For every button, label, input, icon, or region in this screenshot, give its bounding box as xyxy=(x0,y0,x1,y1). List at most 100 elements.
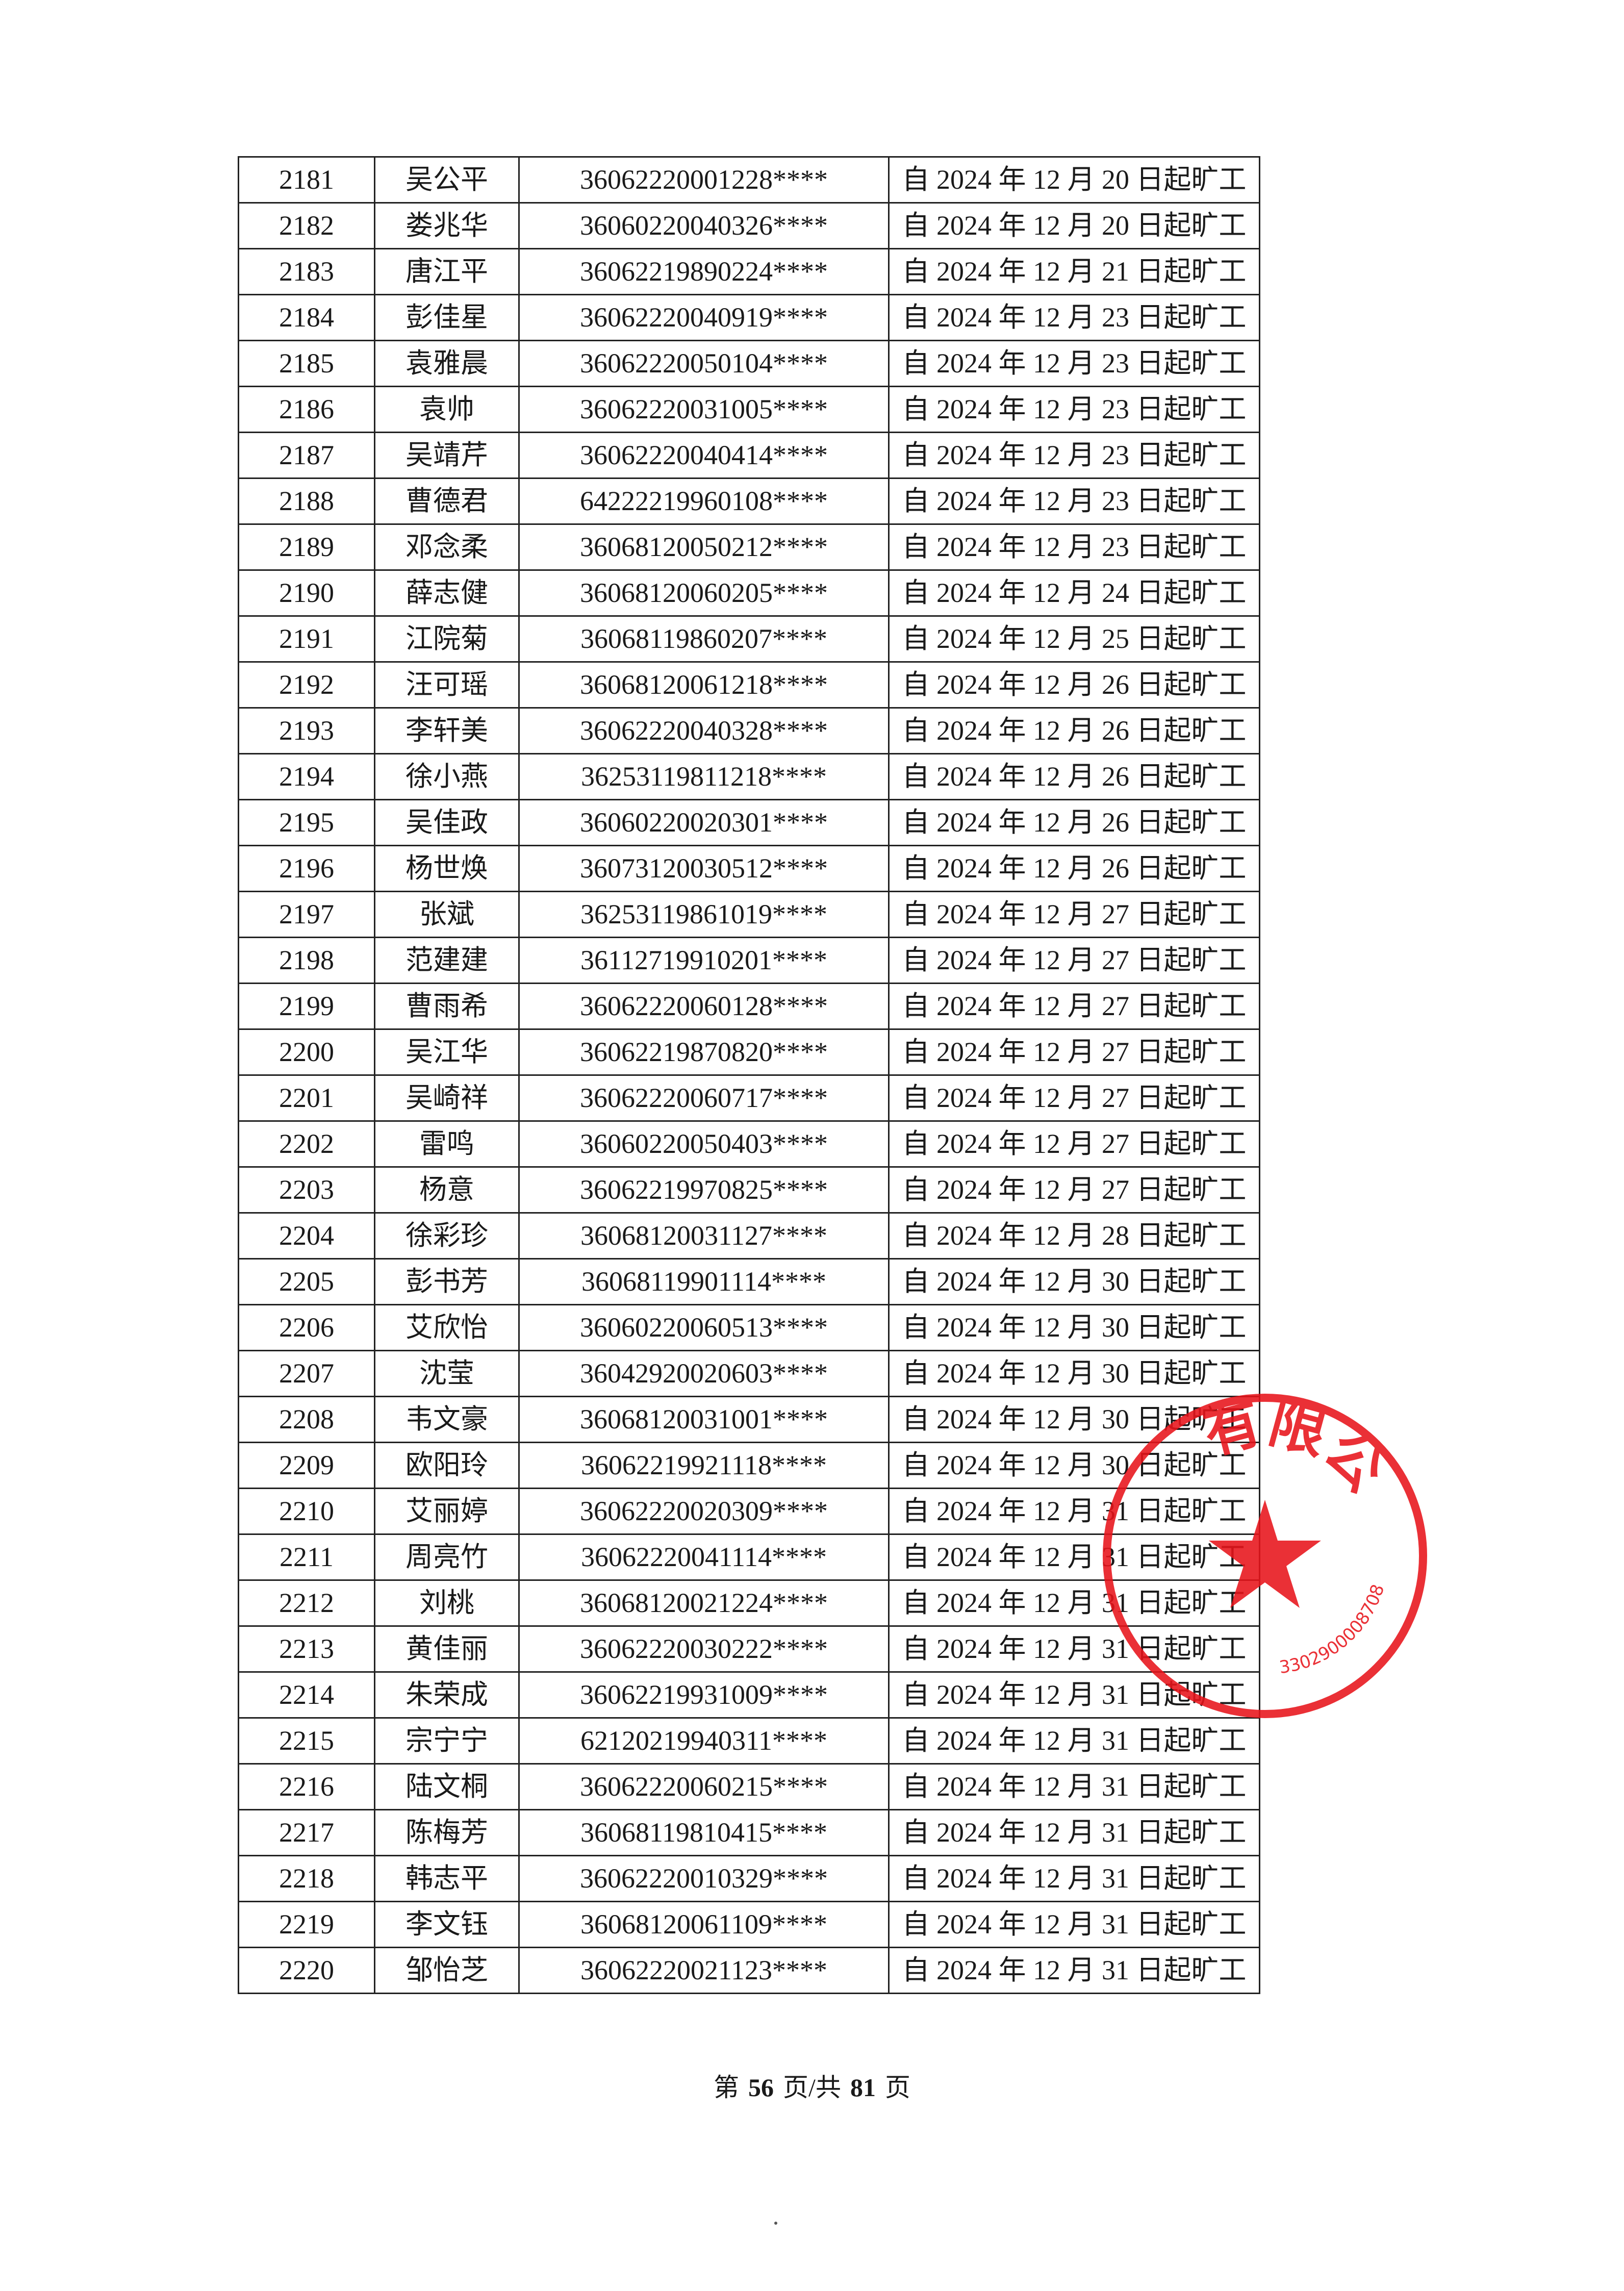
name-cell: 薛志健 xyxy=(374,569,520,617)
page-footer: 第 56 页/共 81 页 xyxy=(0,2067,1624,2104)
name-cell: 宗宁宁 xyxy=(374,1717,520,1765)
id-number-cell: 36062219970825**** xyxy=(518,1166,890,1214)
seq-cell: 2216 xyxy=(238,1763,375,1810)
name-cell: 曹德君 xyxy=(374,477,520,525)
seq-cell: 2217 xyxy=(238,1809,375,1856)
name-cell: 杨世焕 xyxy=(374,845,520,892)
name-cell: 彭书芳 xyxy=(374,1258,520,1305)
name-cell: 吴佳政 xyxy=(374,799,520,846)
seq-cell: 2194 xyxy=(238,753,375,800)
id-number-cell: 36062220001228**** xyxy=(518,156,890,204)
absence-cell: 自 2024 年 12 月 31 日起旷工 xyxy=(888,1579,1260,1627)
absence-cell: 自 2024 年 12 月 23 日起旷工 xyxy=(888,432,1260,479)
seq-cell: 2196 xyxy=(238,845,375,892)
id-number-cell: 36253119811218**** xyxy=(518,753,890,800)
seq-cell: 2213 xyxy=(238,1625,375,1673)
absence-cell: 自 2024 年 12 月 31 日起旷工 xyxy=(888,1947,1260,1994)
seq-cell: 2189 xyxy=(238,523,375,571)
name-cell: 汪可瑶 xyxy=(374,661,520,709)
seq-cell: 2205 xyxy=(238,1258,375,1305)
absence-cell: 自 2024 年 12 月 31 日起旷工 xyxy=(888,1763,1260,1810)
id-number-cell: 36062219921118**** xyxy=(518,1442,890,1489)
table-row: 2201 吴崎祥 36062220060717**** 自 2024 年 12 月 2… xyxy=(238,1074,1260,1122)
table-row: 2214 朱荣成 36062219931009**** 自 2024 年 12 月 3… xyxy=(238,1671,1260,1719)
name-cell: 江院菊 xyxy=(374,615,520,663)
table-row: 2206 艾欣怡 36060220060513**** 自 2024 年 12 月 3… xyxy=(238,1304,1260,1351)
seq-cell: 2197 xyxy=(238,891,375,938)
table-row: 2190 薛志健 36068120060205**** 自 2024 年 12 月 2… xyxy=(238,569,1260,617)
absence-cell: 自 2024 年 12 月 23 日起旷工 xyxy=(888,294,1260,341)
seq-cell: 2215 xyxy=(238,1717,375,1765)
absence-cell: 自 2024 年 12 月 31 日起旷工 xyxy=(888,1809,1260,1856)
id-number-cell: 36042920020603**** xyxy=(518,1350,890,1397)
table-row: 2215 宗宁宁 62120219940311**** 自 2024 年 12 月 3… xyxy=(238,1717,1260,1765)
absence-cell: 自 2024 年 12 月 30 日起旷工 xyxy=(888,1442,1260,1489)
absence-cell: 自 2024 年 12 月 27 日起旷工 xyxy=(888,983,1260,1030)
id-number-cell: 36112719910201**** xyxy=(518,937,890,984)
name-cell: 范建建 xyxy=(374,937,520,984)
id-number-cell: 36062220040414**** xyxy=(518,432,890,479)
absence-cell: 自 2024 年 12 月 26 日起旷工 xyxy=(888,753,1260,800)
id-number-cell: 36068120061218**** xyxy=(518,661,890,709)
scan-speck xyxy=(774,2222,777,2225)
table-row: 2197 张斌 36253119861019**** 自 2024 年 12 月 27… xyxy=(238,891,1260,938)
absence-cell: 自 2024 年 12 月 27 日起旷工 xyxy=(888,1028,1260,1076)
absence-cell: 自 2024 年 12 月 26 日起旷工 xyxy=(888,661,1260,709)
table-row: 2216 陆文桐 36062220060215**** 自 2024 年 12 月 3… xyxy=(238,1763,1260,1810)
table-row: 2202 雷鸣 36060220050403**** 自 2024 年 12 月 27… xyxy=(238,1120,1260,1168)
current-page: 56 xyxy=(748,2073,774,2102)
absentee-table: 2181 吴公平 36062220001228**** 自 2024 年 12 月 2… xyxy=(238,156,1260,1994)
seq-cell: 2183 xyxy=(238,248,375,295)
table-row: 2191 江院菊 36068119860207**** 自 2024 年 12 月 2… xyxy=(238,615,1260,663)
id-number-cell: 36062220060128**** xyxy=(518,983,890,1030)
table-row: 2199 曹雨希 36062220060128**** 自 2024 年 12 月 2… xyxy=(238,983,1260,1030)
name-cell: 袁帅 xyxy=(374,386,520,433)
name-cell: 雷鸣 xyxy=(374,1120,520,1168)
id-number-cell: 36068120060205**** xyxy=(518,569,890,617)
seq-cell: 2203 xyxy=(238,1166,375,1214)
absence-cell: 自 2024 年 12 月 25 日起旷工 xyxy=(888,615,1260,663)
seq-cell: 2182 xyxy=(238,202,375,249)
absence-cell: 自 2024 年 12 月 23 日起旷工 xyxy=(888,523,1260,571)
name-cell: 欧阳玲 xyxy=(374,1442,520,1489)
absence-cell: 自 2024 年 12 月 26 日起旷工 xyxy=(888,707,1260,754)
name-cell: 曹雨希 xyxy=(374,983,520,1030)
seq-cell: 2204 xyxy=(238,1212,375,1260)
table-row: 2207 沈莹 36042920020603**** 自 2024 年 12 月 30… xyxy=(238,1350,1260,1397)
seal-ring xyxy=(1103,1394,1427,1718)
name-cell: 娄兆华 xyxy=(374,202,520,249)
table-row: 2218 韩志平 36062220010329**** 自 2024 年 12 月 3… xyxy=(238,1855,1260,1902)
table-row: 2220 邹怡芝 36062220021123**** 自 2024 年 12 月 3… xyxy=(238,1947,1260,1994)
footer-prefix: 第 xyxy=(714,2073,740,2102)
name-cell: 唐江平 xyxy=(374,248,520,295)
table-row: 2194 徐小燕 36253119811218**** 自 2024 年 12 月 2… xyxy=(238,753,1260,800)
id-number-cell: 36073120030512**** xyxy=(518,845,890,892)
absence-cell: 自 2024 年 12 月 30 日起旷工 xyxy=(888,1258,1260,1305)
seq-cell: 2212 xyxy=(238,1579,375,1627)
seq-cell: 2193 xyxy=(238,707,375,754)
name-cell: 李轩美 xyxy=(374,707,520,754)
table-row: 2213 黄佳丽 36062220030222**** 自 2024 年 12 月 3… xyxy=(238,1625,1260,1673)
name-cell: 张斌 xyxy=(374,891,520,938)
id-number-cell: 36068119810415**** xyxy=(518,1809,890,1856)
seq-cell: 2195 xyxy=(238,799,375,846)
id-number-cell: 36068120031001**** xyxy=(518,1396,890,1443)
table-row: 2186 袁帅 36062220031005**** 自 2024 年 12 月 23… xyxy=(238,386,1260,433)
name-cell: 艾丽婷 xyxy=(374,1488,520,1535)
name-cell: 吴靖芹 xyxy=(374,432,520,479)
seq-cell: 2199 xyxy=(238,983,375,1030)
name-cell: 陆文桐 xyxy=(374,1763,520,1810)
name-cell: 艾欣怡 xyxy=(374,1304,520,1351)
table-row: 2188 曹德君 64222219960108**** 自 2024 年 12 月 2… xyxy=(238,477,1260,525)
name-cell: 杨意 xyxy=(374,1166,520,1214)
absence-cell: 自 2024 年 12 月 20 日起旷工 xyxy=(888,202,1260,249)
name-cell: 吴公平 xyxy=(374,156,520,204)
seq-cell: 2200 xyxy=(238,1028,375,1076)
name-cell: 邹怡芝 xyxy=(374,1947,520,1994)
name-cell: 沈莹 xyxy=(374,1350,520,1397)
table-row: 2184 彭佳星 36062220040919**** 自 2024 年 12 月 2… xyxy=(238,294,1260,341)
absence-cell: 自 2024 年 12 月 27 日起旷工 xyxy=(888,1074,1260,1122)
seq-cell: 2191 xyxy=(238,615,375,663)
name-cell: 周亮竹 xyxy=(374,1533,520,1581)
name-cell: 陈梅芳 xyxy=(374,1809,520,1856)
